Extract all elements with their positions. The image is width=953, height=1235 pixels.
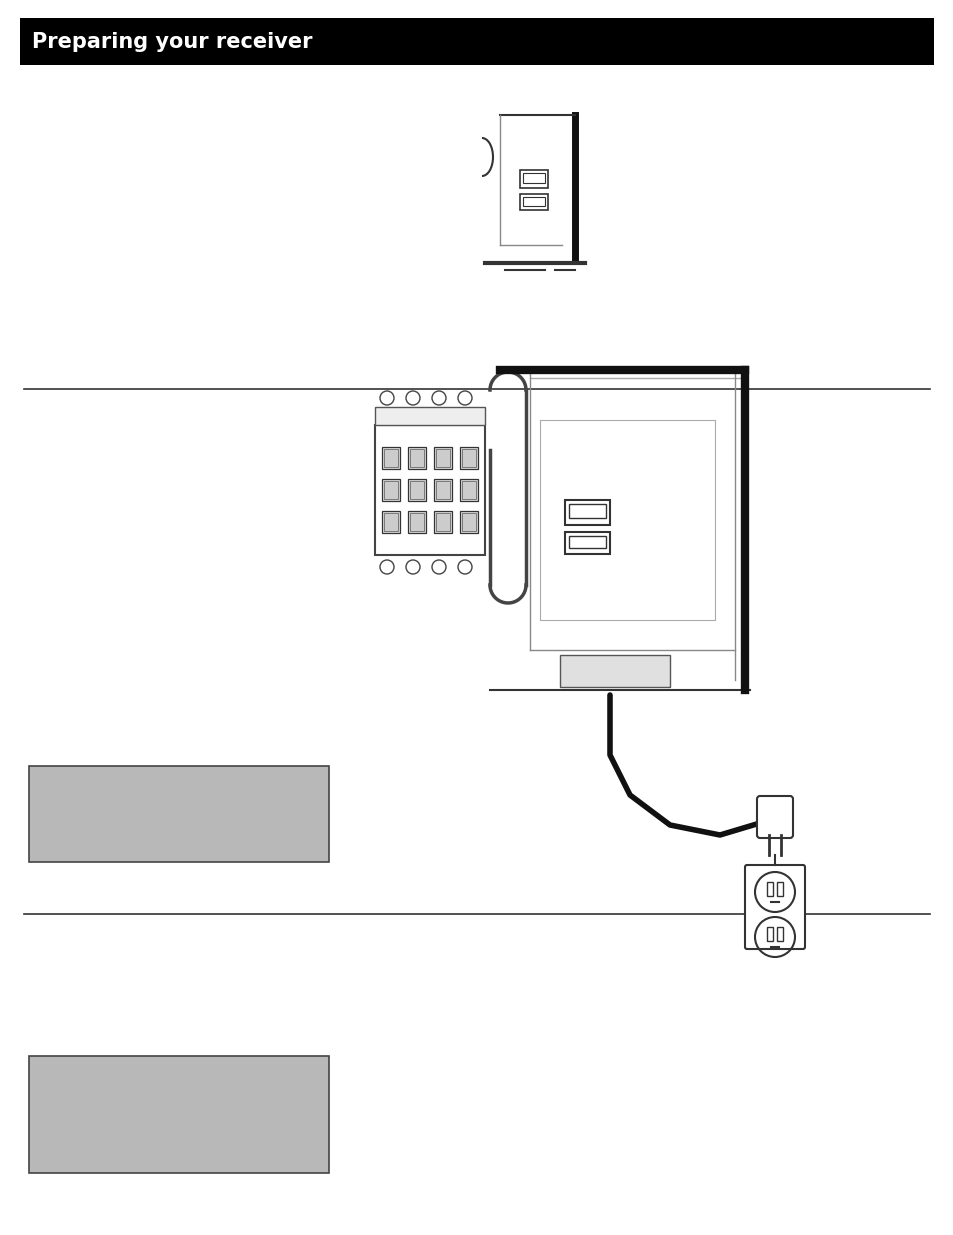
Bar (459, 479, 477, 501)
Bar (539, 420, 714, 620)
Bar (766, 927, 772, 941)
Bar (375, 425, 484, 555)
Bar (519, 170, 547, 188)
Bar (522, 198, 544, 206)
Bar (568, 504, 605, 517)
Bar (408, 479, 426, 501)
Bar (434, 447, 452, 469)
Bar (29, 1056, 329, 1173)
Bar (459, 447, 477, 469)
Bar (408, 511, 426, 534)
Bar (522, 173, 544, 183)
Bar (766, 882, 772, 897)
Bar (381, 447, 399, 469)
Text: Preparing your receiver: Preparing your receiver (32, 32, 313, 52)
Bar (20, 19, 933, 65)
Bar (434, 511, 452, 534)
Bar (459, 511, 477, 534)
Bar (384, 480, 397, 499)
Bar (408, 447, 426, 469)
FancyBboxPatch shape (744, 864, 804, 948)
Bar (381, 479, 399, 501)
Bar (776, 882, 782, 897)
Bar (564, 532, 609, 555)
Bar (410, 450, 423, 467)
Bar (410, 480, 423, 499)
Bar (776, 927, 782, 941)
Bar (410, 513, 423, 531)
Bar (381, 511, 399, 534)
Bar (519, 194, 547, 210)
Bar (384, 450, 397, 467)
Bar (568, 536, 605, 548)
Bar (29, 766, 329, 862)
Bar (461, 450, 476, 467)
Bar (436, 513, 450, 531)
Bar (436, 480, 450, 499)
Bar (461, 513, 476, 531)
Bar (434, 479, 452, 501)
Bar (375, 408, 484, 425)
Bar (559, 655, 669, 687)
FancyBboxPatch shape (757, 797, 792, 839)
Bar (564, 500, 609, 525)
Bar (436, 450, 450, 467)
Bar (384, 513, 397, 531)
Bar (461, 480, 476, 499)
